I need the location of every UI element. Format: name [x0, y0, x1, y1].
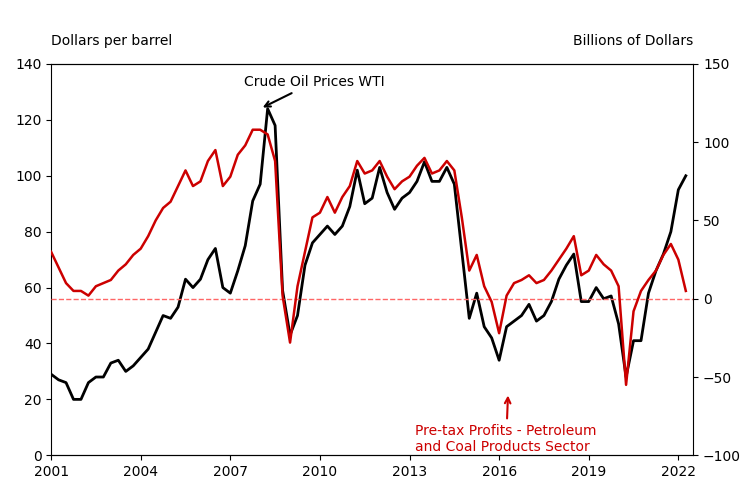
Text: Dollars per barrel: Dollars per barrel: [51, 34, 172, 48]
Text: Crude Oil Prices WTI: Crude Oil Prices WTI: [243, 75, 384, 107]
Text: Pre-tax Profits - Petroleum
and Coal Products Sector: Pre-tax Profits - Petroleum and Coal Pro…: [416, 398, 597, 454]
Text: Billions of Dollars: Billions of Dollars: [573, 34, 693, 48]
